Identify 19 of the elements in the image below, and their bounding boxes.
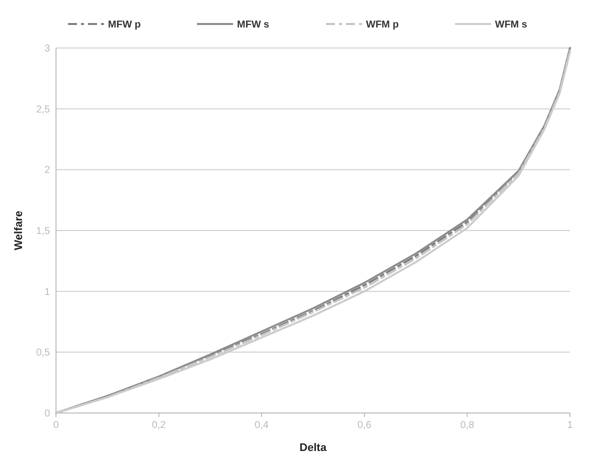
x-tick-label: 0,2	[152, 420, 166, 431]
y-tick-label: 1	[44, 286, 50, 298]
y-tick-label: 2,5	[36, 104, 50, 116]
x-tick-label: 1	[567, 420, 574, 431]
y-tick-label: 0,5	[36, 348, 50, 359]
y-tick-label: 0	[44, 408, 50, 420]
y-tick-label: 1,5	[36, 226, 50, 237]
y-tick-label: 3	[44, 44, 50, 54]
y-tick-label: 2	[44, 165, 50, 176]
legend-label: WFM p	[366, 20, 399, 30]
legend-label: MFW s	[237, 20, 270, 30]
legend-label: MFW p	[108, 20, 141, 30]
x-tick-label: 0,4	[254, 420, 269, 431]
x-tick-label: 0,6	[357, 420, 372, 431]
x-axis-title: Delta	[300, 442, 328, 454]
x-tick-label: 0	[53, 420, 60, 431]
y-axis-title: Welfare	[13, 210, 25, 250]
legend-label: WFM s	[495, 20, 528, 30]
x-tick-label: 0,8	[460, 420, 475, 431]
